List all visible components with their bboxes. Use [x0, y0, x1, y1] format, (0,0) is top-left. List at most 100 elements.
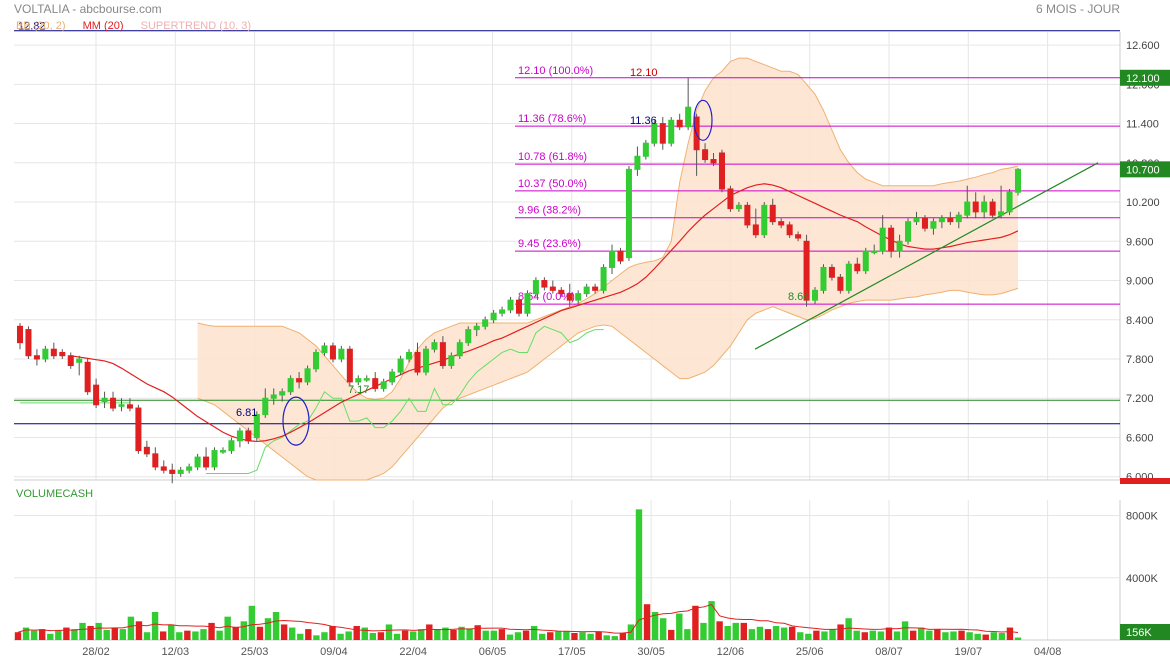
volume-bar: [288, 627, 296, 640]
y-tick-label: 9.000: [1126, 276, 1154, 288]
volume-last-label: 156K: [1126, 627, 1152, 639]
candle-body: [921, 217, 928, 229]
candle-body: [228, 440, 235, 452]
candle-body: [617, 250, 624, 262]
candle-body: [422, 348, 429, 373]
volume-bar: [151, 612, 159, 640]
fib-label: 10.78 (61.8%): [518, 151, 587, 163]
volume-bar: [837, 624, 844, 640]
volume-bar: [272, 612, 280, 640]
moving-average-line: [70, 183, 1019, 443]
volume-bar: [385, 624, 393, 640]
candle-body: [355, 378, 362, 383]
candle-body: [219, 450, 226, 453]
volume-bar: [918, 627, 925, 640]
volume-bar: [184, 630, 191, 640]
volume-bar: [635, 509, 643, 640]
candlesticks: [16, 77, 1022, 484]
candle-body: [651, 123, 658, 144]
candle-body: [160, 466, 167, 471]
candle-body: [346, 348, 353, 383]
candle-body: [304, 368, 311, 383]
y-tick-label: 10.200: [1126, 197, 1160, 209]
volume-bar: [506, 634, 514, 640]
candle-body: [93, 384, 100, 406]
candle-body: [820, 266, 827, 291]
volume-bar: [547, 632, 554, 640]
candle-body: [795, 234, 802, 239]
candle-body: [532, 280, 539, 295]
candle-body: [575, 293, 582, 301]
fibonacci-levels: 12.10 (100.0%) 11.36 (78.6%) 10.78 (61.8%)…: [515, 65, 1120, 305]
volume-bar: [885, 627, 893, 640]
volume-bar: [127, 616, 135, 640]
volume-bar: [55, 629, 62, 640]
candle-body: [296, 378, 303, 383]
volume-bar: [748, 629, 756, 640]
volume-bar: [845, 618, 852, 640]
volume-bar: [192, 631, 199, 640]
volume-bar: [1014, 637, 1022, 640]
candle-body: [490, 312, 497, 321]
candle-body: [1014, 168, 1022, 193]
price-box-label: 12.100: [1126, 73, 1160, 85]
volume-bar: [950, 631, 957, 640]
candle-body: [566, 293, 573, 301]
volume-bar: [732, 622, 739, 640]
y-tick-label: 8.400: [1126, 315, 1154, 327]
candle-body: [803, 240, 810, 301]
volume-bar: [418, 629, 425, 640]
candle-body: [541, 280, 548, 288]
volume-bar: [942, 632, 949, 640]
candle-body: [854, 263, 861, 272]
x-tick-label: 17/05: [558, 646, 586, 658]
candle-body: [439, 342, 446, 367]
candle-body: [25, 329, 32, 357]
volume-tick-label: 8000K: [1126, 511, 1158, 523]
candle-body: [972, 201, 979, 213]
candle-body: [177, 469, 184, 474]
candle-body: [507, 299, 514, 311]
bollinger-fill: [197, 58, 1018, 480]
candle-body: [1006, 191, 1013, 213]
candle-body: [786, 224, 793, 236]
volume-bar: [208, 622, 215, 640]
candle-body: [456, 342, 463, 357]
volume-bar: [909, 630, 917, 640]
candle-body: [211, 450, 218, 468]
volume-bar: [345, 631, 352, 640]
volume-bar: [700, 622, 707, 640]
candle-body: [169, 469, 176, 474]
volume-bar: [982, 634, 989, 640]
legend-ma[interactable]: MM (20): [82, 20, 124, 32]
candle-body: [194, 456, 201, 468]
volume-bar: [724, 626, 731, 640]
annotation-label: 7.17: [348, 384, 369, 396]
candle-body: [981, 201, 988, 213]
volume-bar: [216, 630, 223, 640]
volume-bar: [821, 631, 828, 640]
candle-body: [896, 240, 903, 252]
volume-bar: [482, 630, 489, 640]
candle-body: [515, 299, 523, 314]
volume-last-box: [1120, 624, 1170, 640]
candle-body: [372, 378, 379, 389]
volume-bar: [692, 605, 699, 640]
legend-supertrend[interactable]: SUPERTREND (10, 3): [140, 20, 252, 32]
volume-bar: [79, 622, 86, 640]
volume-bar: [926, 630, 933, 640]
volume-bar: [966, 632, 973, 640]
volume-bar: [514, 632, 522, 640]
volume-bar: [232, 626, 239, 640]
date-axis: 28/02 12/03 25/03 09/04 22/04 06/05 17/05 30/05…: [82, 646, 1061, 658]
volume-bar: [676, 613, 683, 640]
volume-bar: [797, 632, 804, 640]
candle-body: [397, 358, 404, 373]
candle-body: [845, 263, 852, 291]
candle-body: [812, 289, 819, 301]
supertrend-line: [206, 325, 604, 474]
legend-bb[interactable]: BB (20, 2): [16, 20, 66, 32]
volume-bar: [466, 628, 473, 640]
volume-bar: [530, 626, 538, 640]
candle-body: [329, 345, 336, 360]
